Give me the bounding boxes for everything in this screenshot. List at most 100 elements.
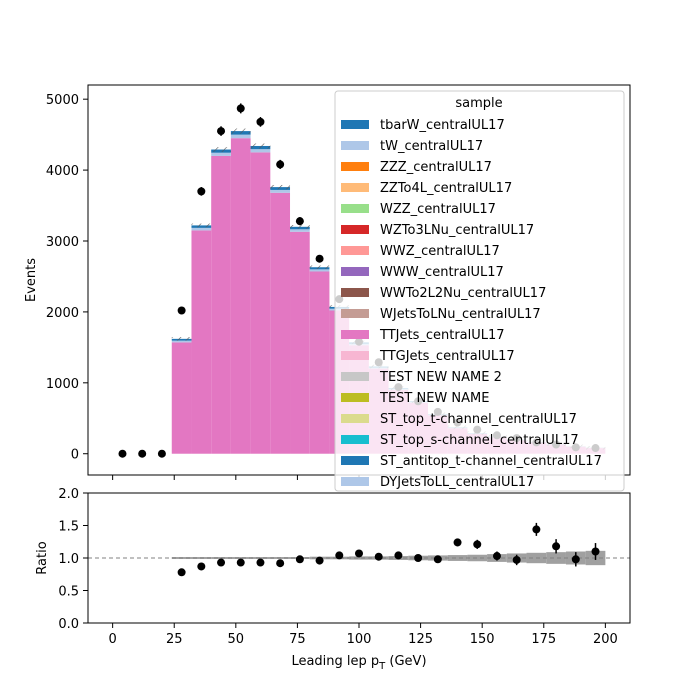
legend-swatch-4 xyxy=(341,204,369,213)
data-point-8 xyxy=(276,160,285,169)
legend-label-6: WWZ_centralUL17 xyxy=(380,244,500,259)
ratio-band-4 xyxy=(250,557,271,559)
ratio-x-tick-label-4: 100 xyxy=(347,632,372,647)
ratio-x-tick-label-2: 50 xyxy=(228,632,245,647)
main-y-tick-label-4: 4000 xyxy=(46,164,79,179)
legend-label-10: TTJets_centralUL17 xyxy=(379,328,505,343)
ratio-points xyxy=(177,522,600,577)
ratio-band-14 xyxy=(447,555,468,561)
mc-uncertainty-7 xyxy=(250,143,271,149)
stack-bar-tW_centralUL17-6 xyxy=(230,134,251,139)
main-y-tick-label-5: 5000 xyxy=(46,93,79,108)
legend-label-13: TEST NEW NAME xyxy=(379,391,489,406)
legend-swatch-3 xyxy=(341,183,369,192)
ratio-x-tick-label-5: 125 xyxy=(408,632,433,647)
data-point-7 xyxy=(256,117,265,126)
legend-swatch-10 xyxy=(341,330,369,339)
legend-label-9: WJetsToLNu_centralUL17 xyxy=(380,307,541,322)
ratio-point-7 xyxy=(315,556,324,565)
ratio-y-tick-label-1: 0.5 xyxy=(58,585,79,600)
legend-swatch-2 xyxy=(341,162,369,171)
stack-bar-TTJets_centralUL17-4 xyxy=(191,230,212,454)
ratio-point-0 xyxy=(177,568,186,577)
stack-bar-TTJets_centralUL17-5 xyxy=(211,155,231,454)
ratio-point-9 xyxy=(355,549,363,558)
legend-label-11: TTGJets_centralUL17 xyxy=(379,349,515,364)
legend-box xyxy=(334,90,625,492)
ratio-x-tick-label-8: 200 xyxy=(593,632,618,647)
ratio-y-tick-label-2: 1.0 xyxy=(58,552,79,567)
stack-bar-TTJets_centralUL17-8 xyxy=(270,192,291,454)
ratio-y-tick-label-3: 1.5 xyxy=(58,520,79,535)
ratio-point-1 xyxy=(197,562,206,571)
legend-label-7: WWW_centralUL17 xyxy=(380,265,504,280)
data-point-10 xyxy=(315,254,324,263)
legend-swatch-17 xyxy=(341,477,369,486)
legend-label-16: ST_antitop_t-channel_centralUL17 xyxy=(380,454,602,469)
ratio-x-axis-label: Leading lep pT (GeV) xyxy=(291,654,426,672)
data-point-9 xyxy=(295,217,304,226)
legend-label-5: WZTo3LNu_centralUL17 xyxy=(380,223,534,238)
legend-title: sample xyxy=(455,96,502,111)
main-y-ticks: 0 1000 2000 3000 4000 5000 xyxy=(46,93,88,463)
stack-bar-tW_centralUL17-4 xyxy=(191,227,212,231)
ratio-point-21 xyxy=(591,547,600,556)
legend-swatch-9 xyxy=(341,309,369,318)
main-y-tick-label-3: 3000 xyxy=(46,235,79,250)
mc-uncertainty-9 xyxy=(290,225,310,229)
ratio-x-ticks: 0 25 50 75 100 125 150 175 200 xyxy=(108,623,618,647)
stack-bar-tW_centralUL17-10 xyxy=(309,269,330,272)
stack-bar-TTJets_centralUL17-7 xyxy=(250,152,271,454)
x-axis-label-unit: (GeV) xyxy=(385,654,426,669)
main-y-tick-label-2: 2000 xyxy=(46,306,79,321)
legend: sample tbarW_centralUL17 tW_centralUL17 ZZ… xyxy=(334,90,625,492)
stack-bar-TTJets_centralUL17-9 xyxy=(290,231,310,454)
data-point-1 xyxy=(138,449,147,458)
legend-label-17: DYJetsToLL_centralUL17 xyxy=(380,475,534,490)
ratio-y-tick-label-0: 0.0 xyxy=(58,617,79,632)
stack-bar-TTJets_centralUL17-6 xyxy=(230,138,251,454)
mc-uncertainty-8 xyxy=(270,184,291,190)
stack-bar-TTJets_centralUL17-10 xyxy=(309,271,330,454)
ratio-band-3 xyxy=(230,557,251,559)
legend-swatch-1 xyxy=(341,141,369,150)
legend-label-4: WZZ_centralUL17 xyxy=(380,202,496,217)
legend-label-12: TEST NEW NAME 2 xyxy=(379,370,502,385)
mc-uncertainty-4 xyxy=(191,223,212,228)
ratio-point-3 xyxy=(236,558,245,567)
ratio-point-2 xyxy=(217,558,226,567)
data-point-0 xyxy=(118,449,127,458)
ratio-point-10 xyxy=(374,552,383,561)
ratio-point-14 xyxy=(453,538,462,547)
legend-label-3: ZZTo4L_centralUL17 xyxy=(380,181,512,196)
ratio-point-11 xyxy=(394,551,403,560)
ratio-point-19 xyxy=(552,542,561,551)
ratio-x-tick-label-7: 175 xyxy=(531,632,556,647)
legend-swatch-16 xyxy=(341,456,369,465)
ratio-point-15 xyxy=(473,540,482,549)
ratio-point-8 xyxy=(335,551,344,560)
ratio-x-tick-label-3: 75 xyxy=(289,632,306,647)
ratio-point-12 xyxy=(414,554,423,562)
stack-bar-tW_centralUL17-3 xyxy=(171,340,192,343)
legend-label-8: WWTo2L2Nu_centralUL17 xyxy=(380,286,546,301)
legend-swatch-0 xyxy=(341,120,369,129)
x-axis-label-subscript: T xyxy=(378,661,386,672)
ratio-frame xyxy=(87,492,631,624)
legend-swatch-13 xyxy=(341,393,369,402)
legend-swatch-6 xyxy=(341,246,369,255)
legend-swatch-8 xyxy=(341,288,369,297)
ratio-y-tick-label-4: 2.0 xyxy=(58,487,79,502)
stack-bar-tW_centralUL17-9 xyxy=(290,229,310,232)
ratio-band-19 xyxy=(546,552,566,564)
ratio-point-5 xyxy=(276,559,285,568)
legend-label-14: ST_top_t-channel_centralUL17 xyxy=(380,412,577,427)
main-y-axis-label: Events xyxy=(24,258,39,302)
ratio-point-13 xyxy=(433,555,442,564)
legend-swatch-5 xyxy=(341,225,369,234)
data-point-6 xyxy=(236,104,245,113)
ratio-point-18 xyxy=(532,525,541,534)
legend-swatch-15 xyxy=(341,435,369,444)
legend-swatch-14 xyxy=(341,414,369,423)
